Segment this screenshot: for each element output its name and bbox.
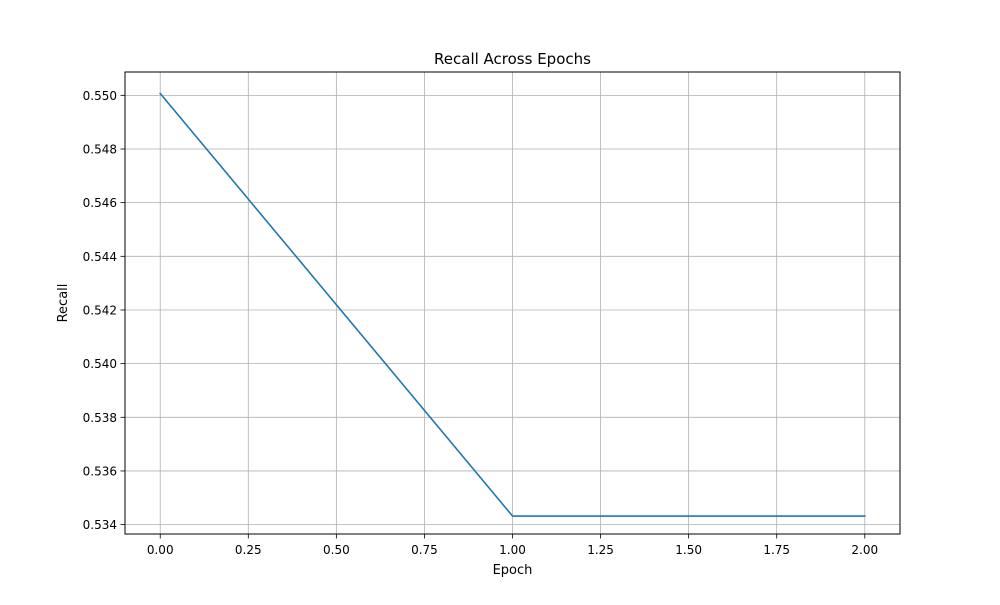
y-axis-label: Recall [56,284,71,323]
x-tick-label: 0.25 [235,543,262,557]
y-tick-label: 0.534 [83,518,117,532]
y-tick-label: 0.542 [83,303,117,317]
x-axis-label: Epoch [493,563,533,578]
x-tick-label: 0.00 [147,543,174,557]
recall-series-line [159,92,866,517]
x-axis-ticks: 0.00 0.25 0.50 0.75 1.00 1.25 1.50 1.75 2.00 [147,534,878,557]
x-tick-label: 0.75 [411,543,438,557]
x-tick-label: 2.00 [851,543,878,557]
x-tick-label: 0.50 [323,543,350,557]
x-tick-label: 1.75 [763,543,790,557]
y-tick-label: 0.544 [83,250,117,264]
chart-title: Recall Across Epochs [434,50,591,68]
y-tick-label: 0.538 [83,411,117,425]
y-tick-label: 0.546 [83,196,117,210]
y-axis-ticks: 0.534 0.536 0.538 0.540 0.542 0.544 0.546 0.548… [83,89,125,532]
x-tick-label: 1.50 [675,543,702,557]
y-tick-label: 0.548 [83,143,117,157]
y-tick-label: 0.540 [83,357,117,371]
series-layer [159,92,866,517]
grid [125,72,900,534]
x-tick-label: 1.25 [587,543,614,557]
y-tick-label: 0.536 [83,464,117,478]
x-tick-label: 1.00 [499,543,526,557]
y-tick-label: 0.550 [83,89,117,103]
